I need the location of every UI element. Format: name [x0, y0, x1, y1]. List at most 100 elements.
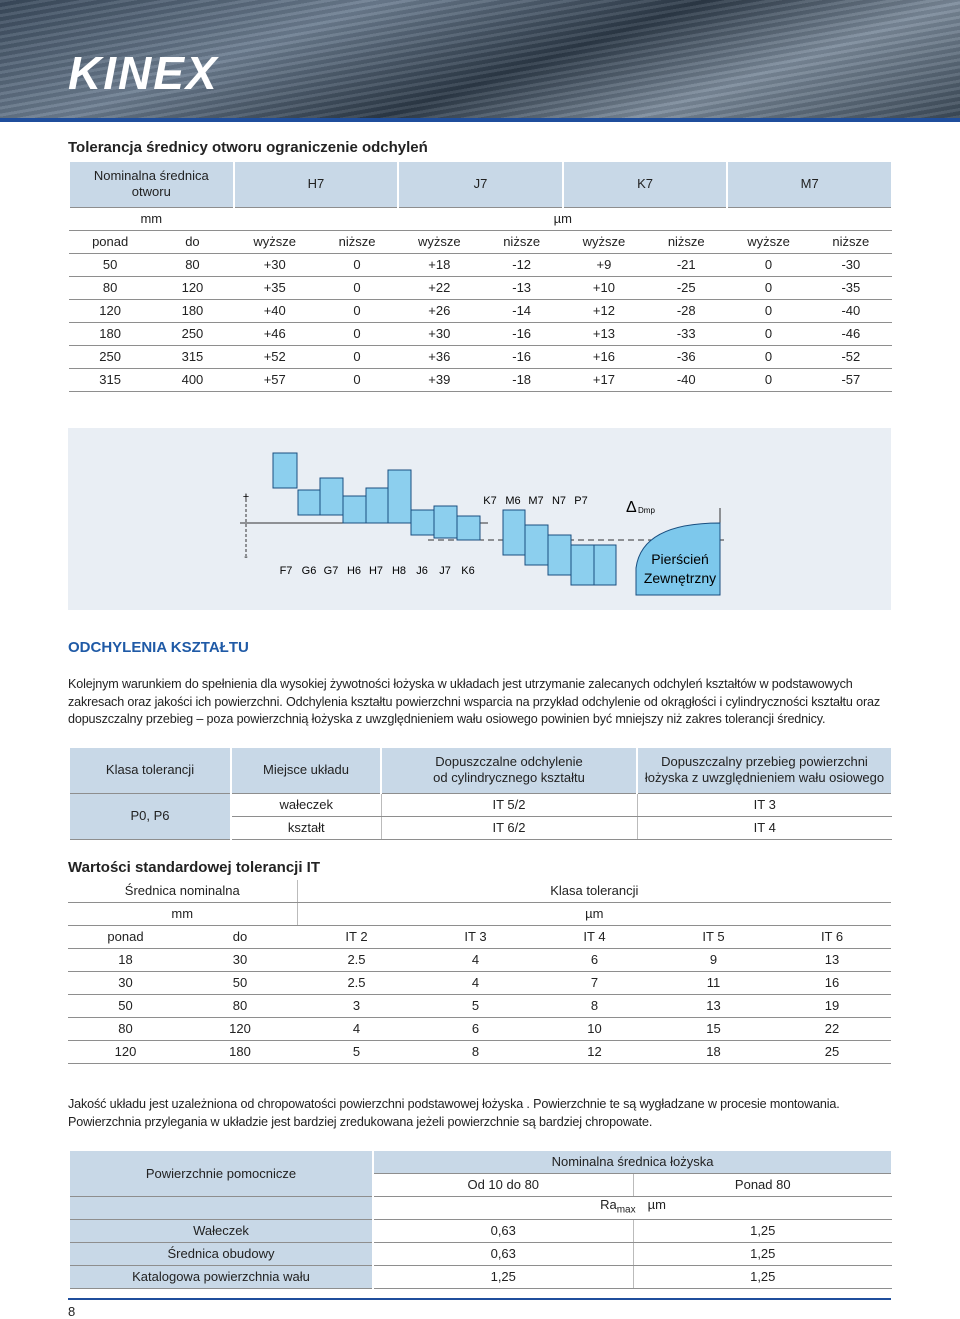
table-cell: 180 [151, 299, 234, 323]
tolerance-zone [570, 544, 595, 586]
table-row: Wałeczek 0,63 1,25 [68, 1219, 893, 1243]
footer-line [68, 1298, 891, 1300]
table-cell: 12 [535, 1040, 654, 1064]
table-cell: +10 [562, 276, 646, 300]
table-row: Powierzchnie pomocnicze Nominalna średnic… [68, 1151, 894, 1197]
table-cell: 13 [773, 948, 892, 972]
table-cell: 1,25 [632, 1265, 893, 1289]
fit-label: N7 [552, 495, 566, 507]
header-stripe [0, 118, 960, 122]
unit-cell: mm [69, 207, 234, 231]
table-cell: 2.5 [297, 971, 416, 995]
column-header: niższe [480, 230, 563, 254]
table-row: 250 315 +52 0 +36 -16 +16 -36 0 -52 [69, 345, 892, 369]
table-cell: 6 [535, 948, 654, 972]
table-cell: 120 [68, 1040, 183, 1064]
table-cell: 10 [535, 1017, 654, 1041]
table-row: Nominalna średnica otworu H7 J7 K7 M7 [68, 162, 893, 208]
table-cell: 120 [151, 276, 234, 300]
fit-label: G7 [324, 565, 339, 577]
table-cell: -33 [645, 322, 728, 346]
outer-ring [635, 522, 721, 596]
unit-part: Ra [600, 1197, 617, 1213]
table-cell: -18 [480, 368, 563, 392]
table-cell: 22 [773, 1017, 892, 1041]
table-row: 80 120 4 6 10 15 22 [68, 1017, 892, 1041]
table-cell: -35 [809, 276, 892, 300]
table-row: 50 80 +30 0 +18 -12 +9 -21 0 -30 [69, 253, 892, 277]
table-cell: 8 [535, 994, 654, 1018]
class-cell: P0, P6 [68, 793, 232, 840]
column-header: ponad [69, 230, 152, 254]
plus-sign: + [243, 491, 249, 503]
table-cell: 0,63 [372, 1219, 633, 1243]
table-cell: 0 [315, 253, 399, 277]
table-cell: IT 3 [636, 793, 892, 817]
header-cell: H7 [232, 162, 400, 208]
table-cell: +52 [233, 345, 316, 369]
column-header: IT 2 [297, 925, 416, 949]
column-header: IT 4 [535, 925, 654, 949]
table-cell: 30 [68, 971, 183, 995]
unit-cell: Ramax µm [373, 1196, 893, 1220]
table-cell: -57 [809, 368, 892, 392]
fit-label: H6 [347, 565, 361, 577]
table-cell: +40 [233, 299, 316, 323]
tolerance-zone [593, 544, 617, 586]
header-cell: Nominalna średnica łożyska [371, 1151, 894, 1174]
table-cell: 4 [297, 1017, 416, 1041]
table-cell: +16 [562, 345, 646, 369]
fit-label: G6 [302, 565, 317, 577]
column-header: wyższe [727, 230, 810, 254]
table-cell: +17 [562, 368, 646, 392]
table-cell: kształt [231, 816, 381, 840]
table-cell: -12 [480, 253, 563, 277]
section-title: ODCHYLENIA KSZTAŁTU [68, 639, 249, 656]
table-cell: 30 [183, 948, 297, 972]
table-cell: 9 [654, 948, 773, 972]
table-cell: 6 [416, 1017, 535, 1041]
tolerance-zone [502, 509, 526, 556]
tolerance-zone [547, 534, 572, 576]
table-cell: 180 [69, 322, 152, 346]
tolerance-diagram: + - Δ Dmp Pierścień Zewnętrzny F7 G6 G7 H6 H… [68, 428, 891, 610]
table-cell: IT 6/2 [380, 816, 637, 840]
tolerance-zone [319, 477, 344, 516]
table-cell: +39 [398, 368, 481, 392]
column-header: Ponad 80 [632, 1173, 893, 1197]
table-row: 180 250 +46 0 +30 -16 +13 -33 0 -46 [69, 322, 892, 346]
table-cell: +36 [398, 345, 481, 369]
table-cell: -13 [480, 276, 563, 300]
table-cell: 0 [727, 299, 810, 323]
ring-label: Pierścień [651, 551, 709, 567]
column-header: do [151, 230, 234, 254]
table-cell: 180 [183, 1040, 297, 1064]
table-cell: 0,63 [372, 1242, 633, 1266]
table-cell: 0 [727, 276, 810, 300]
unit-cell: µm [296, 902, 892, 926]
table-cell: -28 [645, 299, 728, 323]
table-cell: -16 [480, 345, 563, 369]
table-cell: +30 [398, 322, 481, 346]
table-cell: -16 [480, 322, 563, 346]
table-cell: 3 [297, 994, 416, 1018]
header-cell: Powierzchnie pomocnicze [68, 1151, 374, 1197]
table-cell: 4 [416, 971, 535, 995]
table-row: 50 80 3 5 8 13 19 [68, 994, 892, 1018]
minus-sign: - [244, 551, 248, 563]
table-cell: +26 [398, 299, 481, 323]
table-cell: 18 [68, 948, 183, 972]
header-cell: Klasa tolerancji [296, 880, 892, 903]
table-cell: 25 [773, 1040, 892, 1064]
table-cell: 120 [183, 1017, 297, 1041]
table-row: 315 400 +57 0 +39 -18 +17 -40 0 -57 [69, 368, 892, 392]
table-cell: 5 [297, 1040, 416, 1064]
tolerance-zone [433, 505, 458, 539]
table-cell: 2.5 [297, 948, 416, 972]
table-cell: 0 [727, 368, 810, 392]
table-cell: 19 [773, 994, 892, 1018]
table-cell: 18 [654, 1040, 773, 1064]
table-row: kształt IT 6/2 IT 4 [69, 816, 892, 840]
table-row: Średnica nominalna Klasa tolerancji [68, 880, 892, 903]
